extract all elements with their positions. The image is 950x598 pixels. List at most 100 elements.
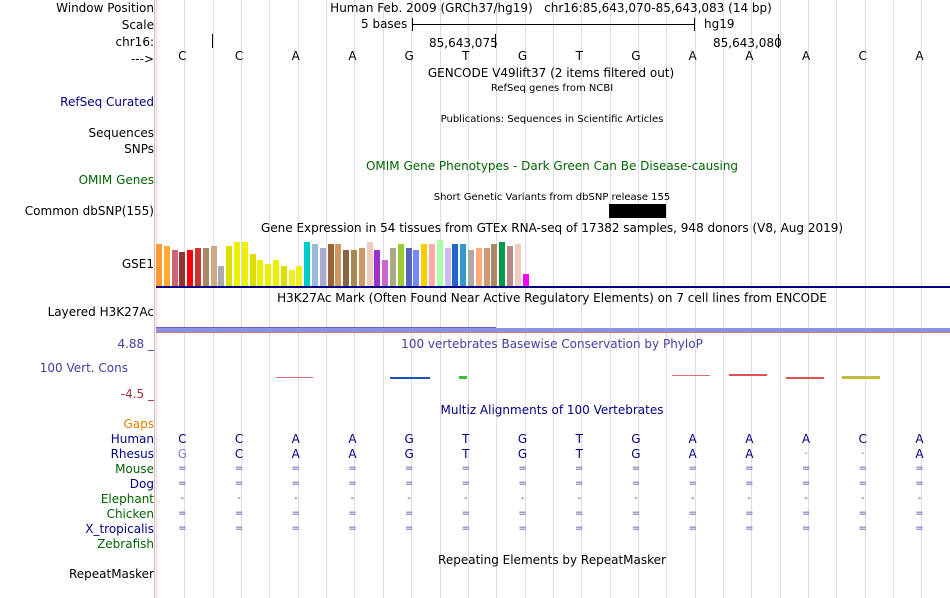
species-label-rhesus[interactable]: Rhesus xyxy=(110,447,154,461)
aligned-base: = xyxy=(234,508,244,519)
gtex-tissue-bar[interactable] xyxy=(366,242,373,286)
gtex-tissue-bar[interactable] xyxy=(468,250,474,286)
refseq-track-title[interactable]: RefSeq genes from NCBI xyxy=(490,83,614,94)
snps-label[interactable]: SNPs xyxy=(124,142,154,156)
layered-h3k27ac-label[interactable]: Layered H3K27Ac xyxy=(47,305,154,319)
gridline xyxy=(212,0,214,598)
repeatmasker-label[interactable]: RepeatMasker xyxy=(68,567,154,581)
gtex-tissue-bar[interactable] xyxy=(234,242,240,286)
gtex-tissue-bar[interactable] xyxy=(413,250,420,286)
aligned-base: = xyxy=(858,478,867,489)
aligned-base: = xyxy=(404,478,414,489)
gtex-tissue-bar[interactable] xyxy=(397,244,404,286)
gtex-tissue-bar[interactable] xyxy=(226,246,233,286)
publications-track-title[interactable]: Publications: Sequences in Scientific Ar… xyxy=(440,114,664,125)
refseq-curated-label[interactable]: RefSeq Curated xyxy=(60,95,154,109)
gtex-tissue-bar[interactable] xyxy=(171,250,178,286)
gtex-tissue-bar[interactable] xyxy=(351,250,357,286)
gtex-tissue-bar[interactable] xyxy=(335,244,342,286)
omim-genes-label[interactable]: OMIM Genes xyxy=(78,173,154,187)
species-label-human[interactable]: Human xyxy=(110,432,154,446)
species-label-dog[interactable]: Dog xyxy=(129,477,154,491)
gtex-tissue-bar[interactable] xyxy=(452,244,459,286)
species-label-mouse[interactable]: Mouse xyxy=(115,462,154,476)
aligned-base: G xyxy=(517,432,528,446)
gtex-tissue-bar[interactable] xyxy=(444,248,451,286)
phylop-track-label[interactable]: 100 Vert. Cons xyxy=(39,361,128,375)
gtex-tissue-bar[interactable] xyxy=(257,260,264,286)
gtex-tissue-bar[interactable] xyxy=(327,244,334,286)
phylop-segment xyxy=(390,377,430,379)
gtex-tissue-bar[interactable] xyxy=(312,244,318,286)
aligned-base: = xyxy=(801,478,811,489)
gtex-tissue-bar[interactable] xyxy=(436,240,443,286)
aligned-base: = xyxy=(631,523,641,534)
sequences-label[interactable]: Sequences xyxy=(88,126,154,140)
dbsnp-variant-feature[interactable] xyxy=(609,204,666,218)
gtex-tissue-bar[interactable] xyxy=(163,246,170,286)
gtex-tissue-bar[interactable] xyxy=(374,250,381,286)
repeatmasker-track-title[interactable]: Repeating Elements by RepeatMasker xyxy=(438,553,666,567)
species-label-x_tropicalis[interactable]: X_tropicalis xyxy=(85,522,154,536)
gtex-tissue-bar[interactable] xyxy=(210,246,217,286)
h3k27ac-track-title[interactable]: H3K27Ac Mark (Often Found Near Active Re… xyxy=(277,291,827,305)
species-label-zebrafish[interactable]: Zebrafish xyxy=(97,537,154,551)
gtex-tissue-bar[interactable] xyxy=(273,260,279,286)
gtex-tissue-bar[interactable] xyxy=(475,248,482,286)
gtex-tissue-bar[interactable] xyxy=(156,244,162,286)
gtex-tissue-bar[interactable] xyxy=(288,270,295,286)
gtex-tissue-bar[interactable] xyxy=(514,244,521,286)
multiz-track-title[interactable]: Multiz Alignments of 100 Vertebrates xyxy=(440,403,664,417)
gtex-tissue-bar[interactable] xyxy=(429,244,435,286)
gtex-tissue-bar[interactable] xyxy=(507,246,513,286)
species-label-chicken[interactable]: Chicken xyxy=(106,507,154,521)
gtex-track-title[interactable]: Gene Expression in 54 tissues from GTEx … xyxy=(260,221,844,235)
dbsnp-track-title[interactable]: Short Genetic Variants from dbSNP releas… xyxy=(433,192,671,203)
gtex-tissue-bar[interactable] xyxy=(187,250,194,286)
base-letter: C xyxy=(178,49,187,63)
gse1-label[interactable]: GSE1 xyxy=(121,257,154,271)
base-letter: T xyxy=(462,49,470,63)
phylop-min-label: -4.5 _ xyxy=(120,387,154,401)
gtex-tissue-bar[interactable] xyxy=(218,266,225,286)
gtex-tissue-bar[interactable] xyxy=(280,266,287,286)
aligned-base: T xyxy=(462,447,470,461)
phylop-track-title[interactable]: 100 vertebrates Basewise Conservation by… xyxy=(401,337,703,351)
gtex-tissue-bar[interactable] xyxy=(241,242,248,286)
aligned-base: = xyxy=(745,508,754,519)
common-dbsnp-label[interactable]: Common dbSNP(155) xyxy=(24,204,154,218)
gtex-tissue-bar[interactable] xyxy=(522,274,529,286)
gtex-tissue-bar[interactable] xyxy=(499,242,506,286)
gtex-tissue-bar[interactable] xyxy=(343,250,350,286)
gridline xyxy=(751,0,753,598)
gtex-tissue-bar[interactable] xyxy=(405,248,412,286)
gtex-tissue-bar[interactable] xyxy=(296,266,303,286)
gtex-tissue-bar[interactable] xyxy=(382,260,389,286)
omim-track-title[interactable]: OMIM Gene Phenotypes - Dark Green Can Be… xyxy=(365,159,739,173)
gtex-tissue-bar[interactable] xyxy=(460,244,467,286)
gtex-tissue-bar[interactable] xyxy=(304,242,311,286)
species-label-elephant[interactable]: Elephant xyxy=(100,492,154,506)
aligned-base: = xyxy=(745,523,754,534)
gtex-tissue-bar[interactable] xyxy=(421,244,428,286)
gencode-track-title[interactable]: GENCODE V49lift37 (2 items filtered out) xyxy=(427,66,675,80)
gtex-tissue-bar[interactable] xyxy=(179,252,186,286)
gtex-tissue-bar[interactable] xyxy=(358,248,365,286)
gtex-tissue-bar[interactable] xyxy=(390,248,396,286)
gtex-tissue-bar[interactable] xyxy=(265,264,272,286)
gridline xyxy=(637,0,639,598)
gtex-tissue-bar[interactable] xyxy=(483,248,490,286)
gtex-tissue-bar[interactable] xyxy=(319,248,326,286)
gtex-tissue-bar[interactable] xyxy=(491,244,498,286)
gtex-tissue-bar[interactable] xyxy=(195,248,201,286)
h3k27ac-baseline xyxy=(156,332,950,333)
gtex-bar-chart[interactable] xyxy=(156,236,536,286)
gtex-tissue-bar[interactable] xyxy=(249,254,256,286)
gaps-label[interactable]: Gaps xyxy=(123,417,154,431)
aligned-base: G xyxy=(517,447,528,461)
h3k27ac-signal[interactable] xyxy=(156,328,950,332)
aligned-base: G xyxy=(404,432,414,446)
gtex-tissue-bar[interactable] xyxy=(202,248,209,286)
gtex-baseline xyxy=(156,286,950,288)
